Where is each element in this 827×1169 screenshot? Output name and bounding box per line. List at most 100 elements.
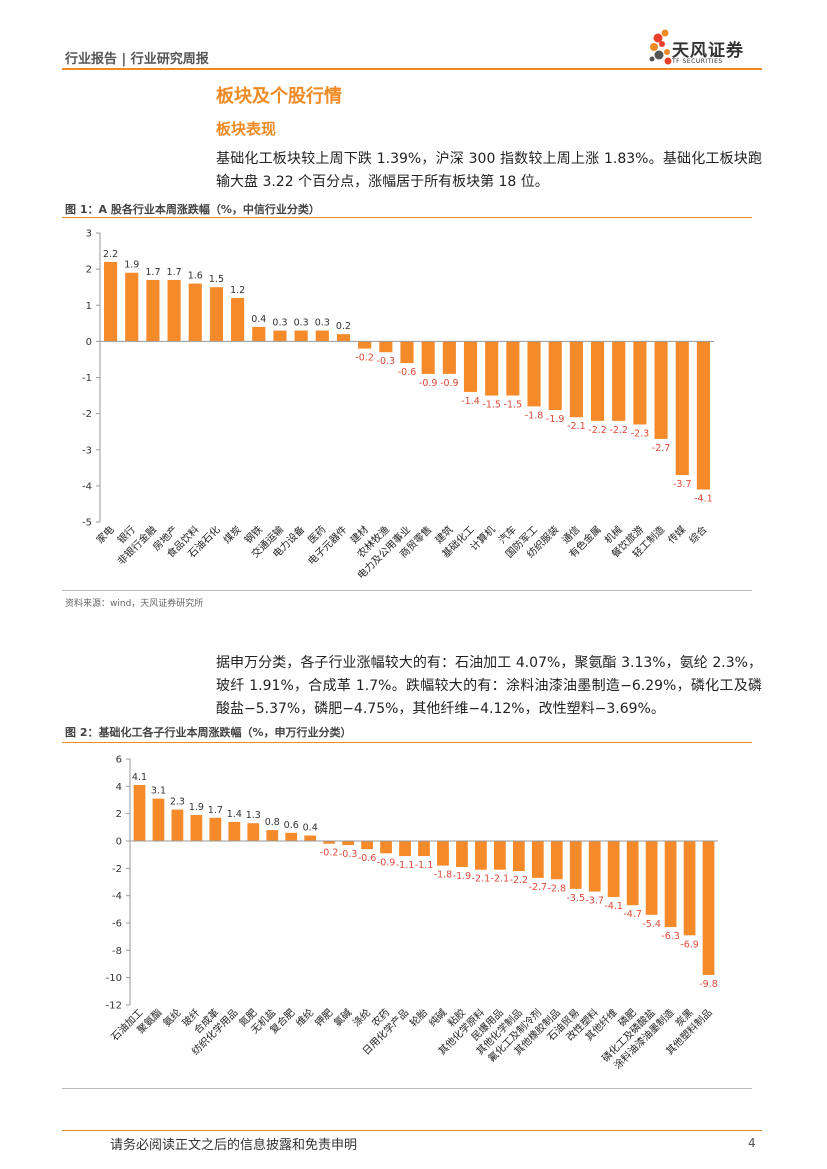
logo-text-cn: 天风证券	[672, 41, 744, 61]
data-label: 0.8	[265, 817, 280, 828]
y-tick-label: 3	[86, 229, 92, 240]
bar	[315, 330, 329, 342]
data-label: 1.6	[188, 271, 203, 282]
figure2-top-rule	[62, 742, 752, 743]
data-label: -1.9	[546, 414, 565, 425]
bar	[323, 841, 336, 844]
bar	[228, 821, 241, 841]
data-label: -6.3	[661, 931, 680, 942]
y-tick-label: 0	[116, 837, 122, 848]
bar	[569, 841, 582, 889]
y-tick-label: -3	[82, 445, 92, 456]
bar	[379, 341, 393, 353]
bar	[612, 341, 626, 421]
data-label: -0.9	[440, 378, 459, 389]
bar	[550, 841, 563, 880]
data-label: 1.2	[230, 285, 245, 296]
data-label: -0.6	[398, 367, 417, 378]
category-label: 涤纶	[350, 1006, 373, 1029]
bar	[485, 341, 499, 396]
bar	[675, 341, 689, 476]
figure1-bottom-rule	[62, 590, 752, 591]
bar	[285, 832, 298, 841]
figure1-source: 资料来源：wind，天风证券研究所	[65, 599, 204, 609]
bar	[231, 298, 245, 342]
bar	[399, 841, 411, 857]
data-label: 3.1	[151, 786, 166, 797]
data-label: -2.3	[631, 428, 650, 439]
data-label: -2.8	[548, 883, 567, 894]
y-tick-label: 6	[116, 755, 122, 766]
data-label: -2.1	[472, 874, 491, 885]
data-label: 1.9	[124, 260, 139, 271]
category-label: 轮胎	[407, 1006, 430, 1029]
category-label: 电子元器件	[305, 523, 350, 568]
data-label: 1.7	[145, 267, 160, 278]
bar	[633, 341, 647, 425]
data-label: -0.2	[355, 353, 374, 364]
report-header: 行业报告 | 行业研究周报	[65, 52, 209, 67]
bar	[696, 341, 710, 490]
figure2-bottom-rule	[62, 1088, 752, 1089]
bar	[209, 287, 224, 342]
y-tick-label: -2	[112, 864, 122, 875]
section-title: 板块及个股行情	[216, 86, 342, 107]
bar	[146, 279, 160, 342]
bar	[683, 841, 696, 936]
data-label: 0.2	[336, 321, 351, 332]
category-label: 纯碱	[426, 1006, 449, 1029]
bar	[654, 341, 668, 439]
footer-disclaimer: 请务必阅读正文之后的信息披露和免责申明	[110, 1138, 358, 1153]
bar	[152, 798, 165, 841]
y-tick-label: -4	[82, 481, 92, 492]
bar	[512, 841, 525, 872]
bar	[531, 841, 544, 878]
data-label: -3.7	[585, 896, 604, 907]
data-label: 0.3	[272, 318, 287, 329]
data-label: -6.9	[680, 939, 699, 950]
paragraph-board-performance: 基础化工板块较上周下跌 1.39%，沪深 300 指数较上周上涨 1.83%。基…	[216, 151, 762, 190]
figure1-title: 图 1：A 股各行业本周涨跌幅（%，中信行业分类）	[65, 203, 320, 216]
bar	[125, 272, 139, 342]
bar	[456, 841, 468, 867]
figure1-top-rule	[62, 217, 752, 218]
data-label: -4.7	[623, 909, 642, 920]
bar	[548, 341, 562, 411]
y-tick-label: -5	[82, 518, 92, 529]
data-label: 1.5	[209, 274, 224, 285]
data-label: -0.2	[320, 848, 339, 859]
bar	[190, 815, 203, 841]
data-label: 1.7	[208, 805, 223, 816]
bar	[361, 841, 373, 850]
data-label: 0.4	[303, 823, 318, 834]
data-label: -2.1	[491, 874, 510, 885]
data-label: 0.4	[251, 314, 266, 325]
y-tick-label: 4	[116, 782, 122, 793]
y-tick-label: -1	[82, 373, 92, 384]
bar	[590, 341, 605, 421]
data-label: -1.8	[525, 410, 544, 421]
bar	[133, 784, 146, 841]
y-tick-label: 2	[86, 265, 92, 276]
data-label: 1.4	[227, 809, 242, 820]
bar	[266, 830, 279, 841]
y-tick-label: -8	[112, 946, 122, 957]
bar	[247, 823, 260, 841]
data-label: -0.9	[377, 857, 396, 868]
data-label: -1.1	[396, 860, 415, 871]
category-label: 家电	[93, 523, 116, 546]
data-label: -3.5	[566, 893, 585, 904]
data-label: -2.7	[529, 882, 548, 893]
data-label: 1.3	[246, 810, 261, 821]
bar	[506, 341, 520, 396]
data-label: 2.3	[170, 797, 185, 808]
data-label: -1.8	[434, 870, 453, 881]
data-label: 1.9	[189, 802, 204, 813]
data-label: -0.3	[339, 849, 358, 860]
data-label: 0.3	[315, 318, 330, 329]
bar	[336, 334, 351, 342]
y-tick-label: 1	[86, 301, 92, 312]
header-divider	[62, 68, 762, 70]
data-label: 0.6	[284, 820, 299, 831]
bar	[418, 841, 430, 857]
